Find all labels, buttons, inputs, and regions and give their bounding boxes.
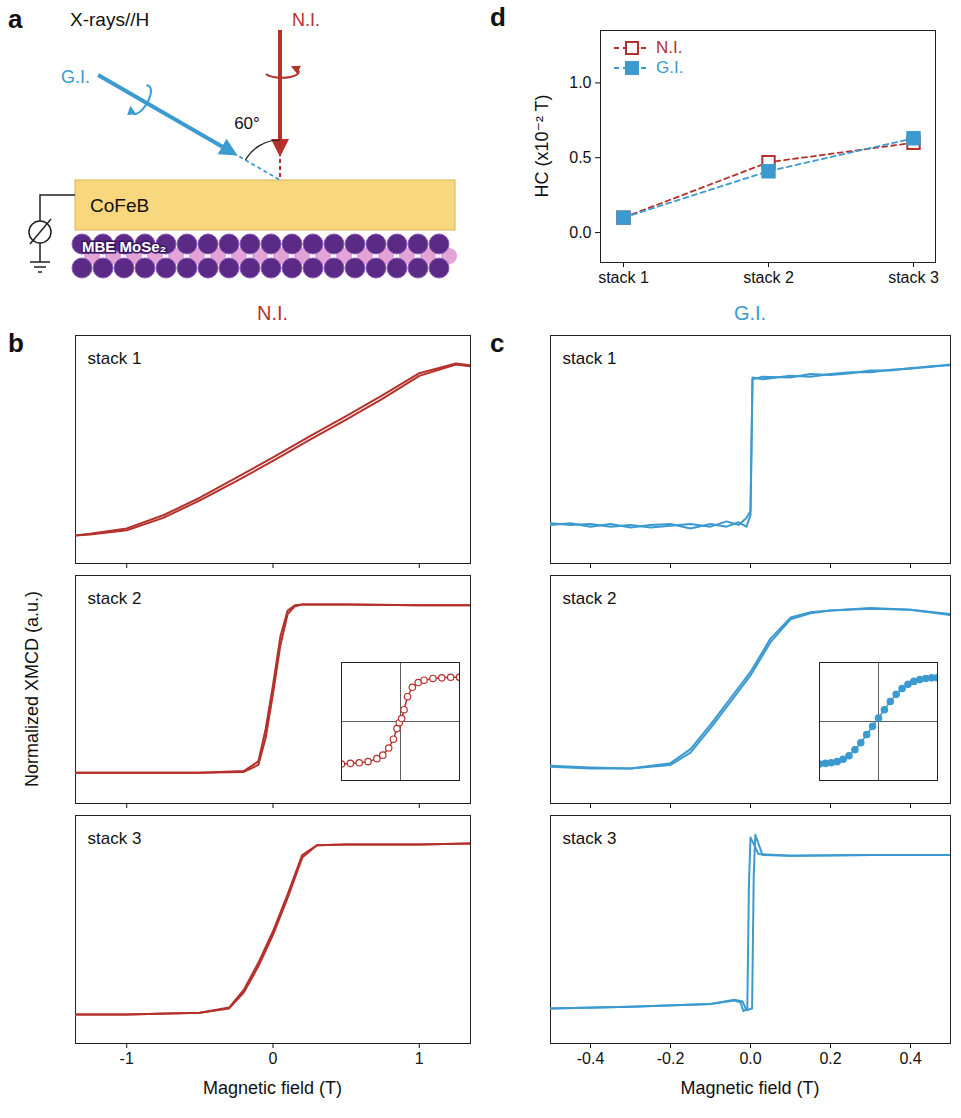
svg-text:MBE MoSe₂: MBE MoSe₂ bbox=[82, 238, 166, 255]
svg-text:Magnetic field (T): Magnetic field (T) bbox=[680, 1078, 819, 1098]
svg-text:stack 3: stack 3 bbox=[563, 829, 617, 848]
svg-text:HC (x10⁻² T): HC (x10⁻² T) bbox=[532, 94, 552, 197]
svg-text:0.5: 0.5 bbox=[569, 149, 591, 166]
svg-text:0.0: 0.0 bbox=[739, 1050, 761, 1067]
svg-text:N.I.: N.I. bbox=[292, 10, 320, 30]
svg-text:stack 3: stack 3 bbox=[888, 269, 939, 286]
svg-text:stack 1: stack 1 bbox=[598, 269, 649, 286]
svg-text:stack 2: stack 2 bbox=[563, 589, 617, 608]
svg-text:stack 2: stack 2 bbox=[743, 269, 794, 286]
svg-text:stack 3: stack 3 bbox=[88, 829, 142, 848]
html-text:N.I.: N.I. bbox=[656, 38, 683, 57]
svg-text:-0.4: -0.4 bbox=[577, 1050, 605, 1067]
svg-text:Normalized XMCD (a.u.): Normalized XMCD (a.u.) bbox=[22, 591, 42, 787]
svg-text:0.2: 0.2 bbox=[819, 1050, 841, 1067]
svg-text:Magnetic field (T): Magnetic field (T) bbox=[203, 1078, 342, 1098]
svg-text:b: b bbox=[8, 328, 24, 358]
svg-text:a: a bbox=[8, 4, 23, 34]
svg-text:stack 2: stack 2 bbox=[88, 589, 142, 608]
svg-text:d: d bbox=[490, 2, 506, 32]
svg-text:G.I.: G.I. bbox=[61, 67, 90, 87]
svg-text:stack 1: stack 1 bbox=[88, 349, 142, 368]
html-text:G.I.: G.I. bbox=[656, 58, 684, 77]
svg-text:60°: 60° bbox=[234, 114, 260, 133]
svg-text:X-rays//H: X-rays//H bbox=[70, 9, 149, 30]
svg-text:N.I.: N.I. bbox=[257, 302, 288, 324]
svg-text:c: c bbox=[490, 328, 504, 358]
svg-text:CoFeB: CoFeB bbox=[90, 195, 149, 216]
svg-text:1: 1 bbox=[415, 1050, 424, 1067]
svg-text:G.I.: G.I. bbox=[734, 302, 766, 324]
svg-text:0.4: 0.4 bbox=[899, 1050, 921, 1067]
svg-text:0.0: 0.0 bbox=[569, 224, 591, 241]
svg-text:-1: -1 bbox=[120, 1050, 134, 1067]
svg-text:-0.2: -0.2 bbox=[657, 1050, 685, 1067]
svg-text:stack 1: stack 1 bbox=[563, 349, 617, 368]
svg-text:0: 0 bbox=[269, 1050, 278, 1067]
svg-text:1.0: 1.0 bbox=[569, 74, 591, 91]
